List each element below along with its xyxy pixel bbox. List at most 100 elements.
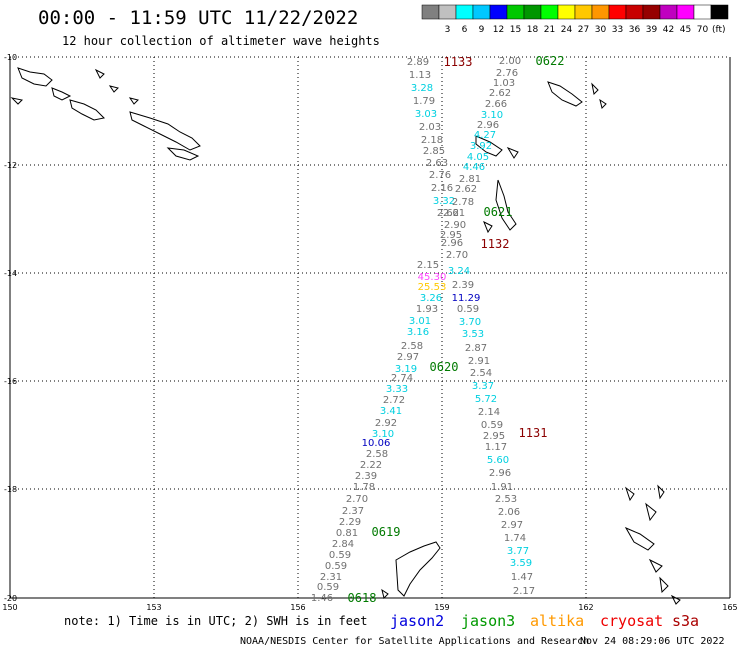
observation-value: 2.39: [355, 471, 377, 482]
observation-value: 2.06: [498, 507, 520, 518]
legend-tick-label: 27: [578, 25, 589, 35]
pass-time-label: 1133: [444, 55, 473, 69]
legend-tick-label: 70: [697, 25, 709, 35]
latitude-label: -20: [4, 594, 17, 603]
observation-value: 1.17: [485, 442, 507, 453]
observation-value: 2.89: [407, 57, 429, 68]
observation-value: 2.97: [397, 352, 419, 363]
legend-swatch: [438, 4, 457, 20]
legend-swatch: [506, 4, 525, 20]
observation-value: 3.10: [372, 429, 394, 440]
map-title: 00:00 - 11:59 UTC 11/22/2022: [38, 7, 358, 29]
observation-value: 4.46: [463, 162, 485, 173]
observation-value: 3.32: [433, 196, 455, 207]
legend-swatch: [523, 4, 542, 20]
observation-value: 2.14: [478, 407, 500, 418]
observation-value: 2.74: [391, 373, 413, 384]
observation-value: 2.18: [421, 135, 443, 146]
observation-value: 1.47: [511, 572, 533, 583]
legend-tick-label: 15: [510, 25, 521, 35]
longitude-label: 162: [578, 603, 593, 612]
legend-swatch: [489, 4, 508, 20]
observation-value: 2.58: [366, 449, 388, 460]
observation-value: 2.96: [441, 238, 463, 249]
longitude-label: 153: [146, 603, 161, 612]
legend-unit: (ft): [712, 25, 726, 35]
observation-value: 2.16: [431, 183, 453, 194]
observation-value: 2.76: [429, 170, 451, 181]
observation-value: 2.61: [443, 208, 465, 219]
observation-value: 3.33: [386, 384, 408, 395]
observation-value: 2.85: [423, 146, 445, 157]
legend-swatch: [557, 4, 576, 20]
legend-swatch: [455, 4, 474, 20]
footer-generated: Nov 24 08:29:06 UTC 2022: [580, 636, 725, 647]
observation-value: 0.59: [317, 582, 339, 593]
longitude-label: 156: [290, 603, 305, 612]
legend-tick-label: 9: [479, 25, 485, 35]
observation-value: 2.39: [452, 280, 474, 291]
observation-value: 1.74: [504, 533, 526, 544]
observation-value: 3.26: [420, 293, 442, 304]
observation-value: 2.53: [495, 494, 517, 505]
observation-value: 3.92: [470, 141, 492, 152]
satellite-name: s3a: [672, 612, 699, 630]
pass-time-label: 0621: [484, 205, 513, 219]
legend-tick-label: 45: [680, 25, 691, 35]
observation-value: 0.59: [329, 550, 351, 561]
coastline-eastern-islands: [624, 484, 681, 605]
observation-value: 0.59: [457, 304, 479, 315]
legend-swatch: [676, 4, 695, 20]
observation-value: 5.60: [487, 455, 509, 466]
legend-tick-label: 21: [544, 25, 555, 35]
observation-value: 1.78: [353, 482, 375, 493]
legend-swatch: [472, 4, 491, 20]
observation-value: 2.63: [426, 158, 448, 169]
legend-tick-label: 30: [595, 25, 607, 35]
legend-tick-label: 33: [612, 25, 623, 35]
observation-value: 0.59: [325, 561, 347, 572]
observation-value: 3.77: [507, 546, 529, 557]
observation-value: 3.59: [510, 558, 532, 569]
observation-value: 2.29: [339, 517, 361, 528]
observation-value: 2.03: [419, 122, 441, 133]
legend-tick-label: 18: [527, 25, 539, 35]
observation-value: 2.91: [468, 356, 490, 367]
coastline-vanuatu-north: [475, 81, 607, 234]
observation-value: 0.81: [336, 528, 358, 539]
coastline-new-caledonia: [381, 541, 441, 599]
observation-value: 2.00: [499, 56, 521, 67]
satellite-name: altika: [530, 612, 584, 630]
observation-value: 2.54: [470, 368, 492, 379]
observation-value: 5.72: [475, 394, 497, 405]
observation-value: 3.16: [407, 327, 429, 338]
observation-value: 2.17: [513, 586, 535, 597]
observation-value: 4.27: [474, 130, 496, 141]
legend-tick-label: 12: [493, 25, 504, 35]
observation-value: 3.19: [395, 364, 417, 375]
observation-value: 2.70: [346, 494, 368, 505]
legend-tick-label: 24: [561, 25, 573, 35]
legend-swatch: [710, 4, 729, 20]
legend-swatch: [574, 4, 593, 20]
observation-value: 3.41: [380, 406, 402, 417]
observation-value: 2.58: [401, 341, 423, 352]
pass-time-label: 0619: [372, 525, 401, 539]
observation-value: 1.03: [493, 78, 515, 89]
observation-value: 2.70: [446, 250, 468, 261]
pass-time-labels: 1133 0622 0621 1132 0620 1131 0619 0618: [348, 54, 565, 605]
satellite-legend: jason2 jason3 altika cryosat s3a: [390, 612, 699, 630]
legend-tick-label: 42: [663, 25, 674, 35]
satellite-name: cryosat: [600, 612, 663, 630]
observation-value: 2.66: [485, 99, 507, 110]
satellite-name: jason3: [461, 612, 515, 630]
footer-note: note: 1) Time is in UTC; 2) SWH is in fe…: [64, 614, 367, 628]
legend-swatch: [608, 4, 627, 20]
pass-time-label: 1132: [481, 237, 510, 251]
observation-value: 3.03: [415, 109, 437, 120]
observation-value: 2.90: [444, 220, 466, 231]
observation-value: 2.96: [477, 120, 499, 131]
observation-value: 2.84: [332, 539, 354, 550]
observation-value: 3.70: [459, 317, 481, 328]
observation-value: 3.53: [462, 329, 484, 340]
